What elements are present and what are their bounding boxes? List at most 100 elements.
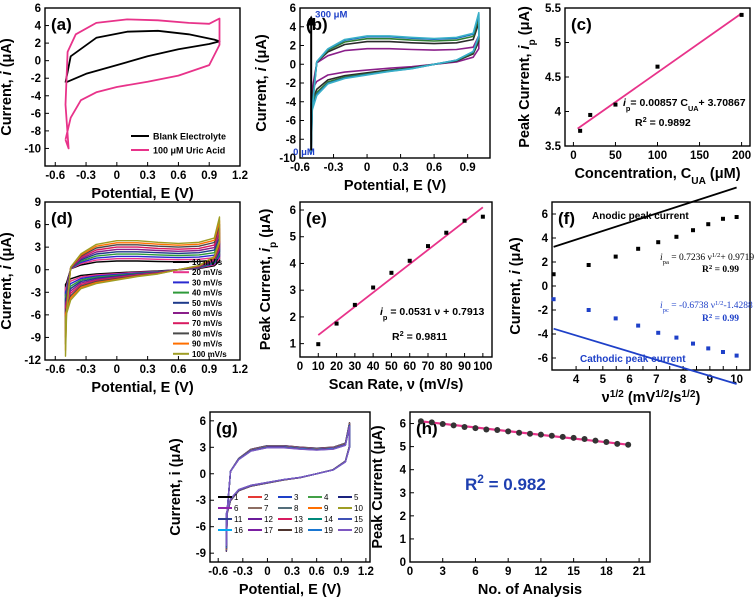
legend-label: 7 xyxy=(264,504,269,513)
x-tick-label: 0.3 xyxy=(140,170,156,182)
y-tick-label: -4 xyxy=(538,329,549,341)
cathodic-equation: ipc = -0.6738 ν1/2-1.4288 xyxy=(660,300,753,314)
x-tick-label: 4 xyxy=(573,374,580,386)
x-tick-label: 6 xyxy=(626,374,632,386)
y-tick-label: 5 xyxy=(290,232,297,244)
data-point xyxy=(472,425,479,432)
x-tick-label: 100 xyxy=(648,150,667,162)
x-tick-label: 80 xyxy=(440,361,453,373)
y-tick-label: -12 xyxy=(24,355,41,367)
data-point xyxy=(439,421,446,427)
fit-line-cathodic xyxy=(553,327,737,385)
legend-label: 100 mV/s xyxy=(192,350,227,359)
y-tick-label: -4 xyxy=(31,91,42,103)
anodic-r-squared: R2 = 0.99 xyxy=(702,264,739,276)
y-tick-label: 6 xyxy=(542,209,548,221)
panel-label: (a) xyxy=(51,15,72,34)
legend: Blank Electrolyte 100 μM Uric Acid xyxy=(131,132,226,156)
annotation-0uM: 0 μM xyxy=(293,147,315,158)
data-point xyxy=(674,234,679,239)
data-point xyxy=(613,254,618,259)
data-point xyxy=(444,230,449,235)
fit-line-anodic xyxy=(553,186,737,248)
y-tick-label: 4 xyxy=(555,107,562,119)
y-tick-label: 0 xyxy=(200,469,206,481)
data-point xyxy=(462,218,467,223)
x-tick-label: 6 xyxy=(472,566,478,578)
fit-equation: ip = 0.0531 ν + 0.7913 xyxy=(380,306,485,322)
data-point xyxy=(578,128,583,133)
data-point xyxy=(371,285,376,290)
x-tick-label: 0 xyxy=(114,170,120,182)
fit-equation: ip= 0.00857 CUA+ 3.70867 xyxy=(623,97,746,113)
data-point xyxy=(586,308,591,312)
x-tick-label: 0.9 xyxy=(201,170,217,182)
x-tick-label: 40 xyxy=(367,361,380,373)
r-squared: R2 = 0.982 xyxy=(465,472,546,494)
x-tick-label: -0.6 xyxy=(208,566,228,578)
x-tick-label: 0.6 xyxy=(309,566,325,578)
x-tick-label: 3 xyxy=(440,566,446,578)
data-point xyxy=(483,426,490,433)
y-tick-label: 4 xyxy=(290,22,297,34)
y-tick-label: 9 xyxy=(35,197,41,209)
y-tick-label: 3 xyxy=(400,488,406,500)
x-tick-label: 0 xyxy=(264,566,270,578)
y-tick-label: 4 xyxy=(400,465,407,477)
r-squared: R2 = 0.9811 xyxy=(392,329,447,344)
plot-frame xyxy=(299,201,493,358)
y-tick-label: 2 xyxy=(400,511,406,523)
x-tick-label: -0.3 xyxy=(233,566,253,578)
data-point xyxy=(720,350,725,354)
data-point xyxy=(570,434,577,441)
data-point xyxy=(428,419,435,426)
data-point xyxy=(316,342,321,347)
data-point xyxy=(559,433,566,440)
data-point xyxy=(706,346,711,351)
x-tick-label: 30 xyxy=(348,361,361,373)
legend-label: 12 xyxy=(264,515,273,524)
legend-label: 50 mV/s xyxy=(192,299,223,308)
x-tick-label: 9 xyxy=(707,374,713,386)
x-axis-title: Potential, E (V) xyxy=(91,186,193,202)
legend-label: 8 xyxy=(294,504,299,513)
y-tick-label: 6 xyxy=(290,205,296,217)
legend-label: 19 xyxy=(324,526,333,535)
y-tick-label: -8 xyxy=(286,134,297,146)
legend-label: 4 xyxy=(324,493,329,502)
y-tick-label: 5 xyxy=(555,38,562,50)
chart-panel-e: 0 10 20 30 40 50 60 70 80 90 100 1 2 3 4 5 6 (e) ip = 0.05… xyxy=(258,201,493,393)
chart-panel-f: 4 5 6 7 8 9 10 -6 -4 -2 0 2 4 6 (f) Anodic peak current… xyxy=(508,186,754,406)
x-tick-label: 200 xyxy=(732,150,751,162)
data-point xyxy=(613,316,618,321)
legend-label: 70 mV/s xyxy=(192,319,223,328)
cathodic-label: Cathodic peak current xyxy=(580,354,686,365)
y-tick-label: -4 xyxy=(286,97,297,109)
legend-label: 13 xyxy=(294,515,303,524)
data-point xyxy=(417,418,424,425)
y-tick-label: 4.5 xyxy=(545,72,562,84)
y-tick-label: -2 xyxy=(286,78,296,90)
x-tick-label: -0.6 xyxy=(290,162,310,174)
y-tick-label: 5 xyxy=(400,442,407,454)
data-point xyxy=(426,244,430,249)
data-point xyxy=(551,272,556,277)
legend-label: 2 xyxy=(264,493,269,502)
x-tick-label: 60 xyxy=(403,361,416,373)
x-tick-label: 100 xyxy=(473,361,492,373)
x-tick-label: 1.2 xyxy=(358,566,374,578)
y-tick-label: 1 xyxy=(290,339,297,351)
legend-label: 18 xyxy=(294,526,303,535)
legend-label: 14 xyxy=(324,515,333,524)
data-point xyxy=(548,432,555,439)
cv-curve-6 xyxy=(64,227,221,338)
y-axis-title: Current, i (μA) xyxy=(254,34,270,132)
legend-label: 3 xyxy=(294,493,299,502)
x-axis-title: Potential, E (V) xyxy=(344,178,446,194)
y-tick-label: 0 xyxy=(35,265,41,277)
legend-label: 20 xyxy=(354,526,363,535)
r-squared: R2 = 0.9892 xyxy=(635,115,691,130)
legend-label: 60 mV/s xyxy=(192,309,223,318)
chart-panel-c: 0 50 100 150 200 3.5 4 4.5 5 5.5 (c) ip= 0.00857 CU… xyxy=(517,3,751,187)
